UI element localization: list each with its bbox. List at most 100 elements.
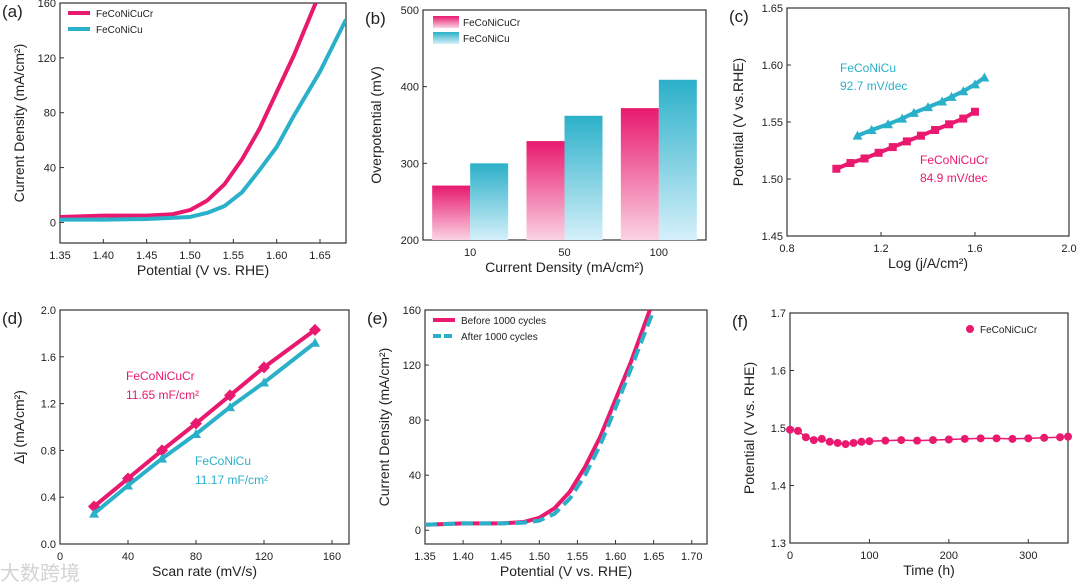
legend-label: After 1000 cycles: [461, 332, 538, 343]
data-point: [259, 377, 269, 387]
series-line-FeCoNiCuCr: [60, 3, 318, 219]
data-point: [928, 436, 937, 445]
legend-label: Before 1000 cycles: [461, 316, 546, 327]
x-tick-label: 1.65: [643, 551, 664, 563]
data-point: [857, 437, 866, 446]
data-point: [937, 96, 948, 106]
data-point: [979, 72, 990, 82]
annotation: FeCoNiCuCr: [126, 369, 195, 383]
data-point: [191, 429, 201, 439]
y-tick-label: 80: [44, 108, 56, 120]
data-point: [866, 124, 877, 134]
y-tick-label: 1.6: [41, 352, 56, 364]
panel-label: (a): [2, 2, 23, 21]
y-tick-label: 0: [50, 217, 56, 229]
y-tick-label: 1.6: [771, 366, 786, 378]
data-point: [190, 417, 202, 430]
data-point: [970, 79, 980, 89]
y-tick-label: 120: [403, 360, 421, 372]
legend-label: FeCoNiCuCr: [980, 325, 1038, 336]
y-tick-label: 0.4: [41, 492, 56, 504]
y-tick-label: 1.4: [771, 481, 786, 493]
bar-FeCoNiCuCr: [526, 141, 565, 240]
y-tick-label: 80: [409, 415, 421, 427]
legend-swatch: [433, 32, 459, 44]
data-point: [1040, 433, 1049, 442]
y-tick-label: 1.65: [762, 3, 783, 15]
data-point: [1008, 434, 1017, 443]
data-point: [883, 119, 894, 129]
legend-marker: [966, 325, 974, 333]
x-tick-label: 40: [122, 551, 134, 563]
y-tick-label: 2.0: [41, 305, 56, 317]
panel-b: (b) 200 300 400 500 10 50 100 FeCoNiCuCr FeCoNiCu…: [365, 5, 707, 275]
y-tick-label: 40: [409, 470, 421, 482]
y-axis-label: Overpotential (mV): [368, 66, 384, 183]
data-point: [793, 426, 802, 435]
x-tick-label: 1.2: [873, 243, 888, 255]
data-point: [809, 436, 818, 445]
data-point: [786, 425, 794, 434]
y-tick-label: 0: [415, 525, 421, 537]
x-tick-label: 1.35: [414, 551, 435, 563]
y-tick-label: 500: [401, 5, 419, 17]
data-point: [89, 508, 99, 518]
y-tick-label: 1.60: [762, 60, 783, 72]
data-point: [923, 102, 933, 112]
y-tick-label: 160: [403, 305, 421, 317]
series-line-After 1000 cycles: [425, 310, 656, 527]
data-point: [860, 154, 869, 163]
data-point: [841, 440, 850, 449]
watermark: 大数跨境: [0, 561, 80, 585]
y-tick-label: 1.50: [762, 174, 783, 186]
y-axis-label: Δj (mA/cm²): [11, 390, 27, 464]
x-tick-label: 0.8: [779, 243, 794, 255]
y-tick-label: 200: [401, 235, 419, 247]
x-tick-label: 1.6: [967, 243, 982, 255]
panel-e: (e) 0 40 80 120 160 1.35 1.40 1.45 1.50 1.55 1.60 1.…: [367, 305, 708, 579]
data-point: [1056, 433, 1065, 442]
x-tick-label: 200: [940, 550, 958, 562]
bar-FeCoNiCu: [658, 79, 697, 241]
x-axis-label: Scan rate (mV/s): [152, 563, 257, 579]
y-tick-label: 300: [401, 158, 419, 170]
data-point: [833, 438, 842, 447]
data-point: [958, 86, 969, 96]
data-point: [1024, 434, 1033, 443]
data-point: [908, 107, 919, 117]
y-tick-label: 0.0: [41, 539, 56, 551]
plot-frame: [786, 7, 1070, 237]
x-axis-label: Time (h): [903, 562, 955, 578]
data-point: [846, 159, 855, 168]
x-tick-label: 1.40: [93, 250, 114, 262]
x-tick-label: 1.60: [266, 250, 287, 262]
y-tick-label: 120: [38, 53, 56, 65]
y-tick-label: 1.45: [762, 231, 783, 243]
legend-label: FeCoNiCuCr: [463, 18, 521, 29]
data-point: [817, 434, 826, 443]
data-point: [874, 148, 883, 157]
x-tick-label: 0: [787, 550, 793, 562]
legend-label: FeCoNiCu: [463, 34, 510, 45]
x-tick-label: 1.50: [179, 250, 200, 262]
data-point: [832, 164, 841, 173]
data-point: [123, 480, 133, 490]
annotation: 84.9 mV/dec: [920, 171, 987, 185]
x-tick-label: 1.35: [49, 250, 70, 262]
bar-FeCoNiCuCr: [432, 185, 471, 240]
annotation: 92.7 mV/dec: [840, 79, 907, 93]
y-axis-label: Potential (V vs. RHE): [741, 362, 757, 494]
data-point: [309, 323, 321, 336]
legend-label: FeCoNiCuCr: [96, 9, 154, 20]
data-point: [881, 436, 890, 445]
y-tick-label: 0.8: [41, 445, 56, 457]
x-axis-label: Log (j/A/cm²): [888, 255, 968, 271]
y-tick-label: 1.3: [771, 538, 786, 550]
plot-frame: [59, 2, 347, 244]
data-point: [902, 137, 911, 146]
legend-swatch: [433, 16, 459, 28]
data-point: [946, 91, 957, 101]
x-tick-label: 1.45: [491, 551, 512, 563]
x-tick-label: 50: [558, 247, 570, 259]
